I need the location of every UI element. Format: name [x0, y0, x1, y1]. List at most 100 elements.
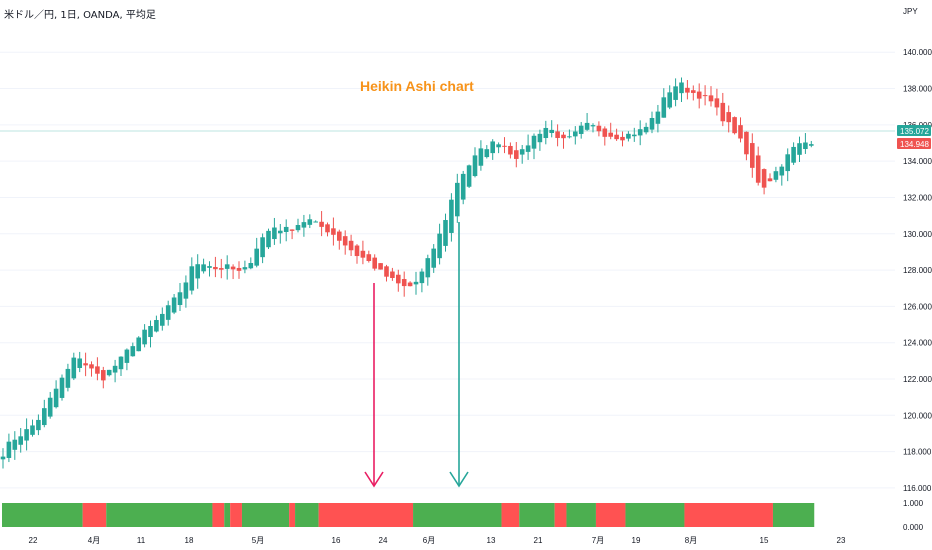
candle-body [797, 143, 802, 155]
x-tick-label: 16 [332, 536, 341, 545]
candles [0, 77, 814, 469]
indicator-segment [230, 503, 242, 527]
candle-body [219, 268, 224, 270]
candle-body [283, 226, 289, 232]
y-tick-label: 134.000 [903, 157, 932, 166]
candle-body [720, 102, 726, 122]
candle-body [254, 248, 259, 266]
candle-body [508, 145, 513, 155]
candle-body [620, 136, 625, 141]
candle-body [201, 264, 206, 272]
candle-body [354, 245, 360, 257]
x-tick-label: 4月 [88, 536, 100, 545]
x-tick-label: 8月 [685, 536, 697, 545]
trend-indicator-strip [2, 503, 815, 527]
ha-price-text: 134.948 [900, 140, 929, 149]
candle-body [289, 229, 295, 231]
candle-body [12, 439, 18, 450]
x-tick-label: 15 [760, 536, 769, 545]
candle-body [750, 143, 755, 168]
candle-body [637, 129, 643, 136]
candle-body [148, 326, 153, 338]
candle-body [673, 86, 678, 100]
candle-body [301, 222, 307, 228]
candle-body [136, 337, 141, 352]
candle-body [449, 199, 454, 233]
indicator-segment [684, 503, 773, 527]
candle-body [171, 297, 177, 313]
candle-body [207, 266, 212, 268]
candle-body [337, 231, 342, 241]
candle-body [177, 292, 183, 306]
indicator-axis: 1.000 0.000 [903, 499, 924, 532]
candle-body [236, 267, 242, 271]
x-tick-label: 21 [534, 536, 543, 545]
candle-body [466, 165, 472, 187]
candle-body [549, 129, 554, 133]
indicator-segment [318, 503, 414, 527]
candle-body [643, 126, 649, 133]
y-tick-label: 140.000 [903, 48, 932, 57]
y-tick-label: 132.000 [903, 193, 932, 202]
candle-body [295, 225, 301, 231]
candle-body [779, 166, 785, 176]
candle-body [360, 250, 366, 258]
annotation-label: Heikin Ashi chart [360, 78, 474, 94]
candle-body [248, 263, 254, 269]
candle-body [419, 271, 425, 284]
candle-body [602, 128, 608, 137]
indicator-segment [212, 503, 225, 527]
candle-body [555, 131, 560, 138]
candle-body [348, 240, 354, 251]
candle-body [531, 135, 537, 149]
indicator-segment [289, 503, 296, 527]
x-tick-label: 23 [837, 536, 846, 545]
time-axis[interactable]: 22 4月 11 18 5月 16 24 6月 13 21 7月 19 8月 15 23 [29, 536, 846, 545]
candle-body [407, 282, 413, 287]
candle-body [519, 149, 525, 155]
candle-body [230, 266, 236, 270]
candle-body [0, 456, 6, 460]
indicator-tick-label: 1.000 [903, 499, 924, 508]
x-tick-label: 18 [185, 536, 194, 545]
candle-body [614, 134, 619, 140]
y-tick-label: 116.000 [903, 484, 932, 493]
candle-body [384, 266, 389, 277]
candle-body [514, 150, 519, 159]
candle-body [502, 145, 507, 147]
candle-body [490, 141, 495, 154]
y-tick-label: 138.000 [903, 85, 932, 94]
candle-body [77, 358, 82, 368]
candle-body [101, 370, 106, 381]
last-price-text: 135.072 [900, 127, 929, 136]
candle-body [18, 436, 23, 445]
candle-body [36, 419, 41, 431]
candle-body [803, 142, 808, 150]
last-price-badge: 135.072 [897, 125, 931, 136]
x-tick-label: 22 [29, 536, 38, 545]
candle-body [401, 279, 407, 287]
candle-body [484, 149, 490, 158]
candle-body [443, 220, 448, 246]
symbol-header: 米ドル／円, 1日, OANDA, 平均足 [4, 8, 156, 21]
candle-body [154, 320, 159, 332]
candle-body [596, 125, 602, 132]
indicator-segment [2, 503, 83, 527]
x-tick-label: 7月 [592, 536, 604, 545]
candle-body [809, 144, 814, 146]
candle-body [260, 237, 265, 258]
indicator-segment [106, 503, 213, 527]
candle-body [708, 95, 714, 102]
candle-body [124, 349, 130, 363]
candle-body [425, 258, 431, 278]
candle-body [59, 377, 65, 398]
candle-body [437, 233, 442, 259]
candle-body [342, 236, 348, 246]
price-axis[interactable]: 116.000 118.000 120.000 122.000 124.000 126.0… [903, 48, 932, 493]
y-tick-label: 122.000 [903, 375, 932, 384]
candle-body [224, 264, 230, 269]
candle-body [413, 281, 419, 285]
candle-body [702, 95, 708, 97]
x-tick-label: 6月 [423, 536, 435, 545]
candle-body [47, 397, 53, 417]
